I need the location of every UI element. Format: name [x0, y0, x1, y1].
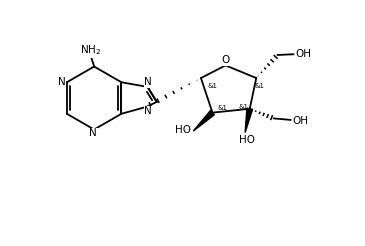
Text: N: N — [145, 77, 152, 87]
Text: HO: HO — [174, 124, 191, 135]
Text: OH: OH — [295, 49, 311, 59]
Text: N: N — [89, 128, 97, 138]
Polygon shape — [245, 108, 253, 133]
Text: HO: HO — [239, 135, 255, 144]
Text: NH$_2$: NH$_2$ — [80, 44, 101, 57]
Text: N: N — [145, 107, 152, 116]
Text: N: N — [58, 77, 65, 87]
Text: &1: &1 — [217, 105, 227, 111]
Text: &1: &1 — [239, 104, 249, 110]
Polygon shape — [193, 110, 215, 131]
Text: OH: OH — [292, 116, 308, 126]
Text: &1: &1 — [208, 83, 218, 90]
Text: O: O — [222, 55, 230, 65]
Text: &1: &1 — [254, 83, 264, 90]
